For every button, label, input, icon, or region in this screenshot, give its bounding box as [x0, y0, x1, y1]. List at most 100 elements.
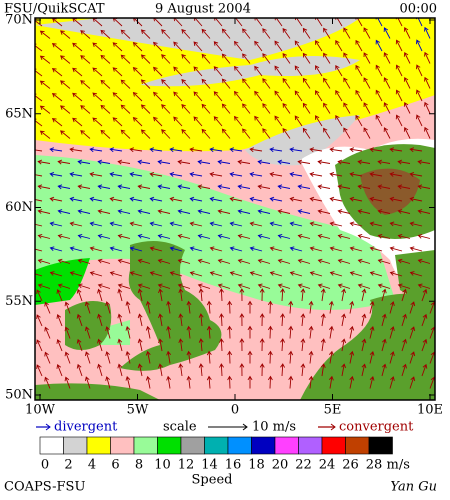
colorbar-label: 22	[295, 458, 312, 473]
wind-arrow	[259, 288, 265, 302]
wind-arrow	[173, 91, 183, 102]
wind-arrow	[105, 301, 111, 314]
wind-arrow	[262, 128, 271, 139]
wind-arrow	[369, 350, 375, 364]
wind-arrow	[329, 271, 343, 277]
wind-arrow	[209, 147, 223, 153]
wind-arrow	[178, 338, 184, 352]
wind-arrow	[201, 28, 211, 39]
wind-arrow	[262, 103, 271, 114]
wind-arrow	[397, 209, 411, 214]
wind-arrow	[349, 196, 363, 202]
wind-arrow	[77, 159, 91, 165]
wind-arrow	[417, 184, 431, 190]
wind-arrow	[254, 40, 263, 52]
wind-arrow	[64, 376, 71, 389]
lat-label: 70N	[5, 13, 33, 28]
convergent-arrowhead	[330, 423, 336, 431]
wind-arrow	[227, 350, 233, 364]
wind-arrow	[357, 159, 371, 165]
wind-arrow	[421, 363, 428, 377]
colorbar-swatch	[86, 436, 111, 455]
wind-arrow	[369, 172, 383, 177]
wind-arrow	[197, 283, 211, 289]
wind-arrow	[363, 27, 371, 39]
wind-arrow	[209, 172, 223, 177]
wind-arrow	[237, 258, 251, 264]
wind-arrow	[149, 246, 163, 252]
wind-arrow	[137, 363, 143, 377]
wind-arrow	[329, 196, 343, 202]
wind-arrow	[302, 52, 311, 64]
wind-arrow	[181, 103, 191, 114]
wind-arrow	[64, 351, 71, 364]
wind-arrow	[289, 147, 303, 153]
wind-arrow	[166, 375, 172, 389]
colorbar-swatch	[133, 436, 158, 455]
wind-arrow	[153, 91, 163, 102]
wind-arrow	[120, 54, 131, 64]
wind-arrow	[308, 300, 314, 314]
wind-arrow	[377, 233, 391, 239]
map-fill	[35, 18, 435, 400]
wind-arrow	[57, 159, 71, 165]
wind-arrow	[44, 326, 51, 339]
wind-arrow	[343, 102, 351, 114]
wind-arrow	[389, 147, 403, 153]
wind-arrow	[177, 283, 191, 289]
wind-arrow	[335, 39, 343, 52]
wind-arrow	[409, 196, 423, 202]
wind-arrow	[219, 288, 224, 302]
wind-arrow	[158, 363, 163, 377]
wind-arrow	[369, 196, 383, 202]
wind-arrow	[254, 115, 263, 127]
wind-arrow	[320, 338, 326, 352]
wind-arrow	[76, 363, 83, 377]
wind-arrow	[397, 233, 411, 239]
wind-arrow	[267, 375, 273, 389]
wind-arrow	[69, 196, 83, 202]
wind-arrow	[274, 40, 283, 52]
wind-arrow	[44, 376, 51, 389]
wind-arrow	[259, 313, 265, 327]
wind-arrow	[132, 116, 143, 127]
wind-arrow	[297, 283, 311, 289]
lat-label: 65N	[5, 106, 33, 121]
wind-arrow	[389, 301, 395, 314]
wind-arrow	[36, 314, 43, 327]
wind-arrow	[409, 246, 423, 252]
wind-arrow	[357, 233, 371, 239]
wind-arrow	[112, 67, 123, 77]
wind-arrow	[249, 196, 263, 202]
wind-arrow	[297, 258, 311, 264]
wind-arrow	[302, 127, 311, 139]
wind-arrow	[361, 338, 367, 352]
colorbar-unit: m/s	[387, 458, 410, 473]
wind-arrow	[49, 196, 63, 202]
wind-arrow	[249, 221, 263, 227]
wind-arrow	[369, 221, 383, 227]
wind-arrow	[274, 90, 283, 102]
wind-arrow	[153, 41, 163, 52]
wind-arrow	[401, 313, 407, 327]
wind-arrow	[84, 326, 91, 339]
wind-arrow	[323, 52, 331, 64]
wind-arrow	[149, 172, 163, 177]
wind-arrow	[424, 126, 431, 139]
wind-arrow	[37, 258, 51, 264]
wind-arrow	[280, 313, 286, 327]
wind-arrow	[341, 338, 347, 352]
wind-arrow	[234, 65, 243, 77]
wind-arrow	[120, 79, 131, 89]
wind-arrow	[217, 233, 231, 239]
wind-arrow	[117, 233, 131, 239]
wind-arrow	[112, 92, 123, 102]
wind-arrow	[247, 350, 253, 364]
wind-arrow	[217, 209, 231, 214]
wind-arrow	[177, 258, 191, 264]
wind-arrow	[421, 313, 428, 327]
wind-arrow	[257, 233, 271, 239]
wind-arrow	[97, 313, 103, 327]
wind-arrow	[337, 184, 351, 190]
